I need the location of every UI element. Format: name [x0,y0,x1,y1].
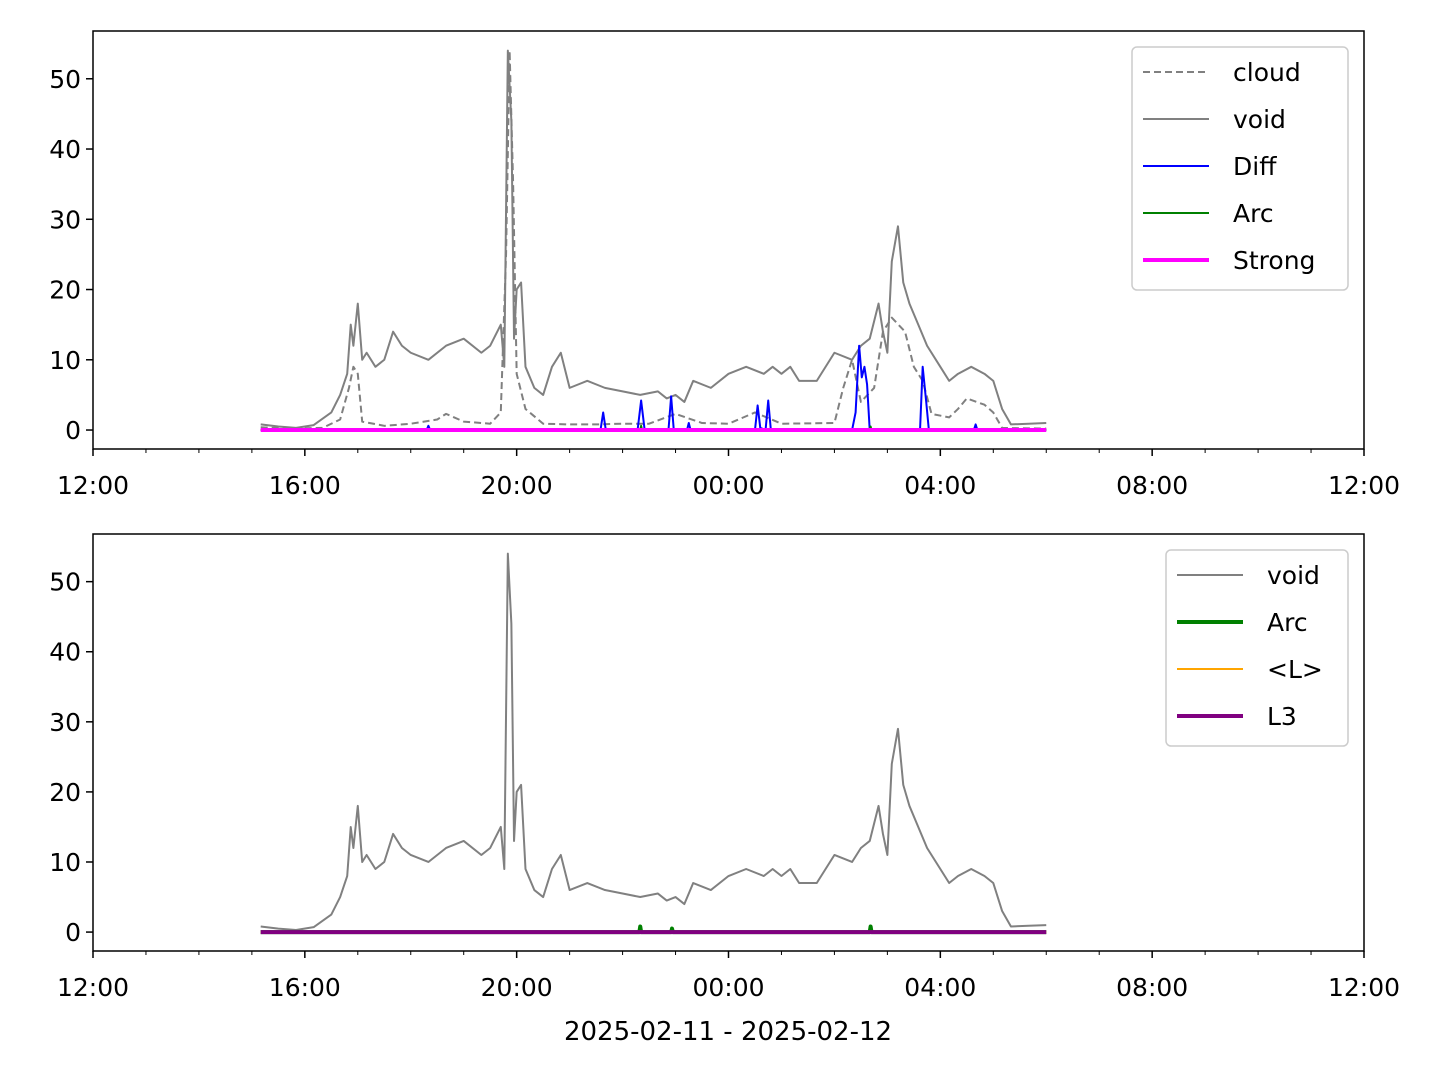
y-tick-label: 30 [49,708,81,737]
x-tick-label: 04:00 [904,973,976,1002]
y-tick-label: 20 [49,778,81,807]
y-tick-label: 40 [49,638,81,667]
legend-label-arc: Arc [1267,608,1308,637]
x-tick-label: 20:00 [481,973,553,1002]
x-tick-label: 08:00 [1116,471,1188,500]
legend-label-void: void [1233,105,1286,134]
y-tick-label: 40 [49,135,81,164]
x-tick-label: 16:00 [269,471,341,500]
legend: void Arc <L> L3 [1165,549,1349,747]
x-tick-label: 08:00 [1116,973,1188,1002]
legend-label-strong: Strong [1233,246,1315,275]
legend-label-cloud: cloud [1233,58,1301,87]
x-tick-label: 20:00 [481,471,553,500]
x-tick-label: 00:00 [692,471,764,500]
legend-label-diff: Diff [1233,152,1277,181]
legend-label-l3: L3 [1267,702,1297,731]
y-tick-label: 20 [49,276,81,305]
y-tick-label: 50 [49,568,81,597]
y-tick-label: 10 [49,346,81,375]
series-line-void [260,49,1047,429]
bottom-panel: 0 10 20 30 40 50 12:00 16:00 20:00 00:00 04:00 08:0… [49,533,1400,1002]
x-tick-label: 16:00 [269,973,341,1002]
y-tick-label: 0 [65,918,81,947]
legend-box [1165,549,1349,747]
legend: cloud void Diff Arc Strong [1131,46,1349,291]
y-tick-label: 0 [65,416,81,445]
x-tick-label: 00:00 [692,973,764,1002]
legend-box [1131,46,1349,291]
y-tick-label: 50 [49,65,81,94]
x-tick-label: 12:00 [57,973,129,1002]
legend-label-void: void [1267,561,1320,590]
y-tick-label: 10 [49,848,81,877]
x-tick-label: 12:00 [1328,973,1400,1002]
top-panel: 0 10 20 30 40 50 12:00 16:00 20:00 00:00 04:00 08:0… [49,30,1400,500]
series-line-arc [260,924,1047,935]
x-tick-label: 12:00 [57,471,129,500]
series-line-void [260,552,1047,931]
x-tick-label: 04:00 [904,471,976,500]
legend-label-arc: Arc [1233,199,1274,228]
y-tick-label: 30 [49,205,81,234]
x-tick-label: 12:00 [1328,471,1400,500]
x-axis-label: 2025-02-11 - 2025-02-12 [564,1017,892,1047]
legend-label-l: <L> [1267,655,1323,684]
